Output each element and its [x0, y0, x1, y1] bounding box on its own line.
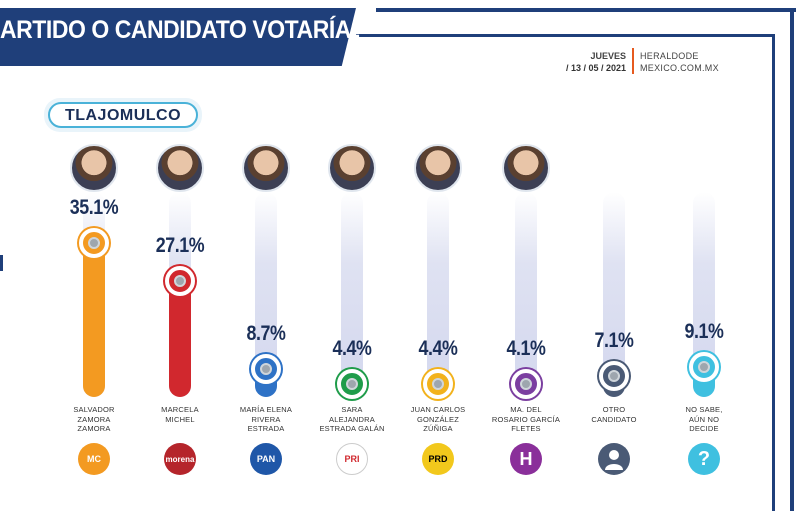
- data-label: 9.1%: [684, 319, 724, 343]
- candidate-photo: [242, 144, 290, 192]
- chart-title: ARTIDO O CANDIDATO VOTARÍA?: [0, 16, 365, 44]
- category-label-line: ESTRADA: [247, 424, 285, 433]
- category-label-line: MARCELA: [161, 405, 199, 414]
- data-label: 35.1%: [69, 196, 119, 220]
- category-label-line: NO SABE,: [685, 405, 723, 414]
- category-label: SALVADOR ZAMORA ZAMORA: [51, 405, 137, 434]
- bar-track: [515, 192, 537, 397]
- region-pill: TLAJOMULCO: [44, 98, 202, 132]
- category-label: JUAN CARLOS GONZÁLEZ ZÚÑIGA: [395, 405, 481, 434]
- category-label-line: OTRO: [602, 405, 626, 414]
- pri-logo: PRI: [336, 443, 368, 475]
- category-label-line: FLETES: [511, 424, 541, 433]
- day-label: JUEVES: [590, 51, 626, 61]
- bar-knob: [165, 266, 195, 297]
- data-label: 27.1%: [155, 234, 205, 258]
- person-silhouette-icon: [598, 443, 630, 475]
- category-label-line: CANDIDATO: [591, 414, 637, 424]
- category-label-line: RIVERA: [251, 414, 281, 424]
- bar-track: [427, 192, 449, 397]
- category-label-line: ZAMORA: [77, 424, 111, 433]
- party-logo-label: MC: [87, 454, 101, 464]
- bar-track: [603, 192, 625, 397]
- bar-knob: [599, 361, 629, 392]
- date-label: / 13 / 05 / 2021: [565, 63, 626, 73]
- movimiento-ciudadano-logo: MC: [78, 443, 110, 475]
- candidate-photo: [414, 144, 462, 192]
- category-label-line: SALVADOR: [73, 405, 115, 414]
- candidate-photo: [70, 144, 118, 192]
- data-label: 4.4%: [418, 337, 458, 360]
- morena-logo: morena: [164, 443, 196, 475]
- category-label: NO SABE, AÚN NO DECIDE: [661, 405, 747, 434]
- data-label: 8.7%: [246, 321, 286, 345]
- bar-knob: [337, 369, 367, 399]
- category-label-line: AÚN NO: [688, 414, 720, 424]
- bar-knob: [79, 228, 109, 259]
- bar: [169, 268, 191, 397]
- bar-knob: [423, 369, 453, 399]
- category-label: SARA ALEJANDRA ESTRADA GALÁN: [309, 405, 395, 434]
- question-mark-icon: ?: [688, 443, 720, 475]
- prd-logo: PRD: [422, 443, 454, 475]
- category-label-line: SARA: [341, 405, 363, 414]
- category-label: OTRO CANDIDATO: [571, 405, 657, 424]
- data-label: 4.4%: [332, 337, 372, 360]
- bar-knob: [689, 351, 719, 382]
- candidate-photo: [502, 144, 550, 192]
- category-label: MARCELA MICHEL: [137, 405, 223, 424]
- bar-track: [341, 192, 363, 397]
- party-logo-label: PAN: [256, 454, 276, 464]
- category-label-line: ROSARIO GARCÍA: [491, 414, 561, 424]
- category-label-line: ESTRADA GALÁN: [319, 424, 385, 433]
- data-label: 4.1%: [506, 337, 546, 360]
- category-label: MA. DEL ROSARIO GARCÍA FLETES: [483, 405, 569, 434]
- category-label-line: ZAMORA: [77, 414, 111, 424]
- party-logo-label: PRD: [428, 454, 448, 464]
- party-logo-label: H: [519, 448, 533, 469]
- candidate-photo: [156, 144, 204, 192]
- source-line-1: HERALDODE: [640, 51, 699, 61]
- source-line-2: MEXICO.COM.MX: [640, 63, 719, 73]
- candidate-photo: [328, 144, 376, 192]
- date-block: JUEVES / 13 / 05 / 2021: [540, 50, 626, 74]
- category-label-line: ALEJANDRA: [329, 414, 375, 424]
- bar-knob: [511, 369, 541, 399]
- party-logo-label: morena: [165, 454, 195, 464]
- category-label-line: MARÍA ELENA: [239, 405, 293, 414]
- region-label: TLAJOMULCO: [64, 107, 182, 124]
- side-mark: [0, 255, 3, 271]
- frame-right-line: [790, 8, 794, 511]
- bar-knob: [251, 353, 281, 384]
- bar: [83, 230, 105, 397]
- category-label-line: JUAN CARLOS: [410, 405, 466, 414]
- category-label-line: DECIDE: [689, 424, 719, 433]
- category-label-line: MICHEL: [165, 414, 195, 424]
- category-label-line: ZÚÑIGA: [423, 424, 453, 433]
- date-separator: [632, 48, 634, 74]
- bar-track: [255, 192, 277, 397]
- title-banner: [0, 8, 356, 66]
- category-label: MARÍA ELENA RIVERA ESTRADA: [223, 405, 309, 434]
- party-logo-label: ?: [697, 447, 711, 470]
- category-label-line: GONZÁLEZ: [416, 414, 460, 424]
- data-label: 7.1%: [594, 329, 634, 353]
- frame-inner-top-line: [356, 34, 774, 37]
- category-label-line: MA. DEL: [510, 405, 542, 414]
- frame-inner-right-line: [772, 34, 775, 511]
- bar-track: [693, 192, 715, 397]
- source-block: HERALDODE MEXICO.COM.MX: [640, 50, 719, 74]
- hagamos-logo: H: [510, 443, 542, 475]
- party-logo-label: PRI: [344, 454, 360, 464]
- frame-top-line: [376, 8, 796, 12]
- pan-logo: PAN: [250, 443, 282, 475]
